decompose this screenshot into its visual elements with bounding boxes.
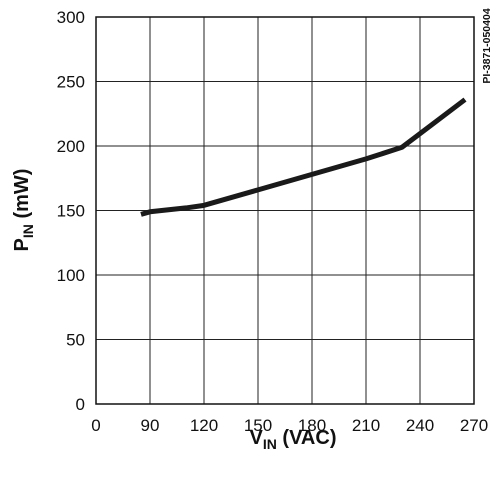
data-series: [140, 97, 467, 217]
x-tick-label: 270: [460, 416, 488, 435]
x-tick-label: 90: [141, 416, 160, 435]
y-tick-label: 300: [57, 8, 85, 27]
y-tick-label: 50: [66, 331, 85, 350]
y-tick-label: 150: [57, 202, 85, 221]
y-tick-label: 100: [57, 266, 85, 285]
plot-frame: [95, 16, 475, 405]
x-tick-label: 180: [298, 416, 326, 435]
y-axis-ticks: 0 50 100 150 200 250 300: [57, 8, 85, 414]
x-tick-label: 150: [244, 416, 272, 435]
y-tick-label: 0: [76, 395, 85, 414]
x-axis-ticks: 0 90 120 150 180 210 240 270: [91, 416, 488, 435]
x-tick-label: 120: [190, 416, 218, 435]
y-tick-label: 250: [57, 73, 85, 92]
x-tick-label: 240: [406, 416, 434, 435]
x-tick-label: 0: [91, 416, 100, 435]
y-axis-title: PIN (mW): [11, 169, 36, 252]
series-line: [140, 97, 467, 217]
y-tick-label: 200: [57, 137, 85, 156]
figure-code: PI-3871-050404: [481, 8, 493, 83]
x-tick-label: 210: [352, 416, 380, 435]
x-axis-title: VIN (VAC): [250, 427, 337, 452]
